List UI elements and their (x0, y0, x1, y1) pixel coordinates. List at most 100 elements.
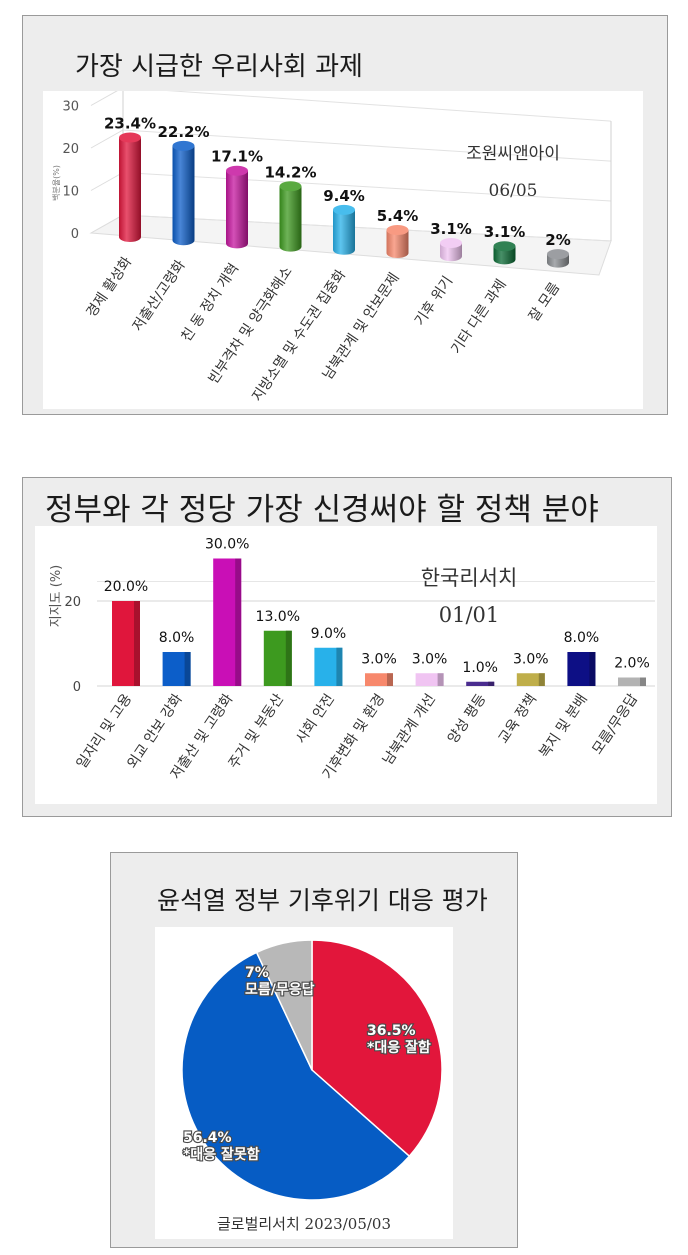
chart-2-bar-side (589, 652, 596, 686)
chart-3-slice-name: *대응 잘못함 (183, 1146, 260, 1163)
chart-1-gridline (90, 214, 124, 234)
chart-2-category-label: 남북관계 개선 (380, 691, 439, 768)
chart-1-bar (333, 209, 355, 255)
chart-1-value-label: 5.4% (377, 207, 419, 225)
chart-2-value-label: 13.0% (256, 609, 300, 625)
chart-2-category-label: 모름/무응답 (589, 691, 641, 757)
chart-2-value-label: 3.0% (513, 651, 549, 667)
chart-1-category-label: 기타 다른 과제 (448, 277, 509, 357)
chart-1-value-label: 22.2% (157, 123, 209, 141)
chart-1-bar (119, 137, 141, 242)
chart-1-gridline (90, 87, 124, 106)
chart-1-bar-top (226, 165, 248, 176)
chart-1-gridline (122, 172, 612, 202)
chart-2-bar (516, 673, 545, 686)
chart-2-source: 한국리서치 (421, 566, 518, 590)
chart-1-bar-top (172, 140, 195, 151)
chart-1-category-label: 기후 위기 (412, 273, 457, 328)
chart-2-bar (415, 673, 444, 686)
chart-1-category-label: 지방소멸 및 수도권 집중화 (249, 267, 349, 405)
chart-2-category-label: 양성 평등 (445, 691, 490, 746)
chart-2-bar (365, 673, 393, 686)
chart-2-bar-side (134, 601, 140, 686)
chart-2-bar-side (437, 673, 444, 686)
chart-1-title: 가장 시급한 우리사회 과제 (75, 52, 363, 82)
chart-1-bar (440, 243, 462, 262)
chart-2-value-label: 3.0% (361, 651, 397, 667)
chart-2-category-label: 복지 및 분배 (536, 691, 590, 761)
chart-1-bar (386, 230, 409, 258)
chart-1-source-date: 06/05 (489, 181, 538, 201)
chart-3-slice (311, 939, 443, 1158)
chart-2-ylabel: 지지도 (%) (49, 565, 64, 628)
chart-2-ytick: 20 (64, 595, 81, 610)
chart-2-bar-side (387, 673, 393, 686)
chart-1-value-label: 23.4% (104, 115, 156, 133)
chart-2-value-label: 8.0% (159, 630, 195, 646)
chart-1-category-label: 친 동 정치 개혁 (178, 261, 242, 345)
chart-1-gridline (122, 129, 612, 162)
chart-2-bar-side (235, 558, 242, 686)
chart-2-bar-side (285, 630, 292, 686)
chart-1-bar-top (386, 225, 409, 236)
chart-3-slice (181, 951, 411, 1201)
chart-2-bar-side (538, 673, 545, 686)
chart-1-value-label: 14.2% (264, 163, 316, 181)
chart-1-gridline (122, 87, 612, 122)
chart-2-value-label: 30.0% (205, 537, 249, 553)
chart-1-bar (279, 186, 302, 252)
chart-2-value-label: 8.0% (564, 630, 600, 646)
chart-1-bar-top (440, 238, 462, 249)
chart-2-bar-side (184, 652, 191, 686)
chart-1-bar (493, 246, 516, 265)
chart-1-ylabel: 백분율(%) (51, 165, 61, 201)
chart-3-slice-value: 36.5% (367, 1023, 416, 1039)
chart-1-bar (172, 145, 195, 246)
chart-1-gridline (90, 129, 124, 149)
chart-3-title: 윤석열 정부 기후위기 대응 평가 (157, 886, 488, 915)
chart-2-category-label: 교육 정책 (496, 691, 541, 746)
chart-1-category-label: 경제 활성화 (84, 254, 136, 320)
chart-1-bar-top (493, 241, 516, 252)
chart-panel-1: 가장 시급한 우리사회 과제 0 10 20 30 백분율(%) 23.4% 경제 활성화 2… (22, 15, 668, 415)
chart-3-source: 글로벌리서치 2023/05/03 (217, 1215, 391, 1233)
chart-3-slice-name: *대응 잘함 (367, 1039, 431, 1056)
chart-1-gridline (90, 172, 124, 191)
chart-2-category-label: 주거 및 부동산 (226, 691, 288, 771)
chart-2-category-label: 사회 안전 (293, 691, 338, 746)
chart-1-ytick: 10 (62, 185, 79, 200)
chart-1-category-label: 잘 모름 (526, 280, 563, 325)
chart-2-value-label: 20.0% (104, 579, 148, 595)
chart-1-gridline (122, 214, 612, 242)
chart-2-bar-side (640, 677, 646, 686)
chart-3-slice (255, 939, 313, 1071)
chart-1-bar (226, 170, 248, 249)
chart-2-bar (466, 681, 495, 686)
chart-1-value-label: 17.1% (211, 148, 263, 166)
chart-2-value-label: 2.0% (614, 656, 650, 672)
chart-1-svg: 0 10 20 30 백분율(%) 23.4% 경제 활성화 22.2% 저출산/고령화 17.1… (51, 87, 612, 405)
chart-2-bar (618, 677, 646, 686)
chart-1-value-label: 2% (545, 231, 570, 249)
chart-1-bar-top (119, 132, 141, 143)
chart-1-value-label: 9.4% (323, 187, 365, 205)
chart-1-source: 조원씨앤아이 (466, 144, 560, 164)
chart-2-title: 정부와 각 정당 가장 신경써야 할 정책 분야 (45, 492, 599, 528)
chart-2-bar-side (336, 647, 343, 686)
chart-1-bar-top (547, 249, 569, 260)
chart-3-slice-name: 모름/무응답 (245, 981, 315, 998)
chart-panel-3: 윤석열 정부 기후위기 대응 평가 36.5% *대응 잘함 56.4% *대응 잘못… (110, 852, 518, 1248)
chart-3-slice-value: 56.4% (183, 1130, 232, 1146)
chart-1-bar-top (333, 204, 355, 215)
chart-1-bar-top (279, 181, 302, 192)
chart-2-value-label: 1.0% (462, 660, 498, 676)
chart-1-ytick: 0 (71, 227, 79, 242)
chart-1-value-label: 3.1% (430, 220, 472, 238)
chart-1-category-label: 저출산/고령화 (130, 257, 189, 334)
chart-1-ytick: 20 (62, 142, 79, 157)
chart-2-ytick: 0 (73, 680, 81, 695)
chart-2-value-label: 3.0% (412, 651, 448, 667)
chart-3-slice-value: 7% (245, 965, 269, 981)
